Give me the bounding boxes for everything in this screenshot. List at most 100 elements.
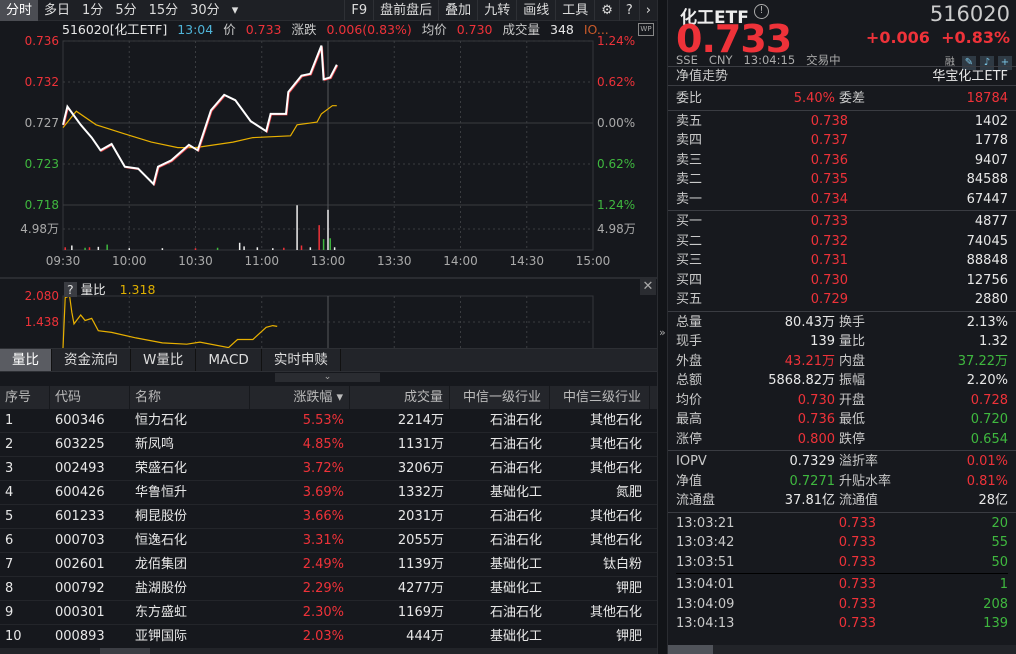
- bid-level[interactable]: 买一 0.733 4877: [668, 212, 1016, 232]
- fund-row-field: IOPV: [676, 454, 707, 469]
- tick-scrollbar[interactable]: [668, 645, 1016, 654]
- more-periods-icon[interactable]: ▾: [231, 2, 239, 18]
- cell-index: 5: [5, 509, 14, 524]
- cell-name: 荣盛石化: [135, 461, 188, 476]
- table-row[interactable]: 6 000703 恒逸石化 3.31% 2055万 石油石化 其他石化: [0, 529, 657, 553]
- cell-volume: 4277万: [397, 581, 444, 596]
- info-vol: 348: [550, 22, 574, 37]
- indicator-tabs: 量比 资金流向 W量比 MACD 实时申赎: [0, 348, 657, 372]
- table-row[interactable]: 5 601233 桐昆股份 3.66% 2031万 石油石化 其他石化: [0, 505, 657, 529]
- cell-index: 9: [5, 605, 14, 620]
- period-tab-1[interactable]: 多日: [44, 2, 71, 18]
- tool-button-0[interactable]: F9: [344, 0, 373, 21]
- tool-button-4[interactable]: 画线: [516, 0, 555, 21]
- table-row[interactable]: 7 002601 龙佰集团 2.49% 1139万 基础化工 钛白粉: [0, 553, 657, 577]
- cell-industry-l1: 石油石化: [489, 437, 542, 452]
- bid-level[interactable]: 买三 0.731 88848: [668, 251, 1016, 271]
- ask-level-volume: 67447: [966, 191, 1008, 207]
- column-header[interactable]: 涨跌幅 ▾: [250, 386, 350, 409]
- cell-industry-l1: 石油石化: [489, 461, 542, 476]
- ask-level-price: 0.735: [810, 172, 848, 187]
- stat-row-field: 80.43万: [784, 314, 835, 330]
- tick-time: 13:03:42: [676, 535, 735, 550]
- help-icon[interactable]: ?: [64, 282, 77, 297]
- period-tab-0[interactable]: 分时: [0, 0, 39, 21]
- tool-button-1[interactable]: 盘前盘后: [373, 0, 438, 21]
- bid-level-volume: 2880: [974, 292, 1008, 307]
- bid-level-price: 0.733: [810, 214, 848, 229]
- column-header[interactable]: 中信三级行业: [550, 386, 650, 409]
- column-header[interactable]: 序号: [0, 386, 50, 409]
- period-tab-4[interactable]: 15分: [148, 2, 179, 18]
- cell-code: 600426: [55, 485, 105, 500]
- ask-level[interactable]: 卖四 0.737 1778: [668, 131, 1016, 151]
- ask-level[interactable]: 卖五 0.738 1402: [668, 112, 1016, 132]
- indicator-tab-1[interactable]: 资金流向: [52, 349, 131, 371]
- nav-trend-row[interactable]: 净值走势 华宝化工ETF: [668, 66, 1016, 86]
- cell-industry-l1: 基础化工: [489, 485, 542, 500]
- bid-level[interactable]: 买五 0.729 2880: [668, 290, 1016, 310]
- bid-level-volume: 4877: [974, 214, 1008, 229]
- wp-icon[interactable]: WP: [638, 23, 654, 36]
- help-icon[interactable]: ?: [618, 0, 639, 21]
- gear-icon[interactable]: ⚙: [594, 0, 619, 21]
- tool-button-5[interactable]: 工具: [555, 0, 594, 21]
- intraday-chart[interactable]: 0.736 1.24% 0.732 0.62% 0.727 0.00% 0.723 0.62%…: [0, 30, 657, 275]
- table-row[interactable]: 10 000893 亚钾国际 2.03% 444万 基础化工 钾肥: [0, 625, 657, 649]
- ask-level[interactable]: 卖三 0.736 9407: [668, 151, 1016, 171]
- column-header[interactable]: 名称: [130, 386, 250, 409]
- table-row[interactable]: 4 600426 华鲁恒升 3.69% 1332万 基础化工 氮肥: [0, 481, 657, 505]
- bid-level[interactable]: 买四 0.730 12756: [668, 271, 1016, 291]
- stat-row-field: 振幅: [839, 373, 866, 388]
- price-shadow-line: [63, 46, 339, 186]
- indicator-tab-2[interactable]: W量比: [131, 349, 197, 371]
- stat-row-field: 最低: [839, 412, 866, 427]
- x-tick: 13:30: [377, 254, 412, 268]
- indicator-tab-4[interactable]: 实时申赎: [262, 349, 341, 371]
- horizontal-scrollbar[interactable]: [0, 648, 657, 654]
- divider: [668, 310, 1016, 312]
- period-tab-5[interactable]: 30分: [190, 2, 220, 18]
- ask-level[interactable]: 卖一 0.734 67447: [668, 190, 1016, 210]
- bid-level-price: 0.730: [810, 272, 848, 288]
- indicator-tab-0[interactable]: 量比: [0, 349, 52, 371]
- column-header[interactable]: 成交量: [350, 386, 450, 409]
- indicator-tab-3[interactable]: MACD: [196, 349, 262, 371]
- last-price: 0.733: [676, 17, 792, 61]
- tick-row: 13:04:01 0.733 1: [668, 575, 1016, 595]
- tick-row: 13:04:13 0.733 139: [668, 614, 1016, 634]
- stat-row-field: 0.720: [970, 412, 1008, 427]
- tool-button-3[interactable]: 九转: [477, 0, 516, 21]
- tool-button-2[interactable]: 叠加: [438, 0, 477, 21]
- indicator-chart[interactable]: 2.080 1.438: [0, 279, 657, 348]
- close-icon[interactable]: ✕: [640, 279, 656, 295]
- collapse-handle[interactable]: ⌄: [275, 373, 380, 382]
- chevron-right-icon[interactable]: ›: [638, 0, 657, 21]
- ask-level-label: 卖二: [676, 172, 703, 187]
- x-tick: 09:30: [46, 254, 81, 268]
- table-row[interactable]: 2 603225 新凤鸣 4.85% 1131万 石油石化 其他石化: [0, 433, 657, 457]
- info-icon[interactable]: !: [754, 4, 769, 19]
- period-toolbar: 分时 多日 1分 5分 15分 30分 ▾ F9 盘前盘后 叠加 九转 画线 工具 ⚙? ›: [0, 0, 657, 21]
- quote-details: 委比 5.40% 委差 18784 卖五 0.738 1402 卖四 0.737 1778 卖三 0.…: [668, 89, 1016, 634]
- scroll-thumb[interactable]: [100, 648, 150, 654]
- expand-icon[interactable]: »: [659, 326, 666, 339]
- market-status: SSE CNY 13:04:15 交易中: [676, 52, 841, 68]
- bid-level[interactable]: 买二 0.732 74045: [668, 232, 1016, 252]
- scroll-thumb[interactable]: [668, 645, 713, 654]
- column-header[interactable]: 中信一级行业: [450, 386, 550, 409]
- table-row[interactable]: 1 600346 恒力石化 5.53% 2214万 石油石化 其他石化: [0, 409, 657, 433]
- period-tab-2[interactable]: 1分: [82, 2, 104, 18]
- fund-row-field: 流通值: [839, 493, 879, 508]
- panel-splitter[interactable]: »: [657, 0, 668, 654]
- table-row[interactable]: 3 002493 荣盛石化 3.72% 3206万 石油石化 其他石化: [0, 457, 657, 481]
- price-change: +0.006 +0.83%: [866, 28, 1010, 47]
- table-row[interactable]: 8 000792 盐湖股份 2.29% 4277万 基础化工 钾肥: [0, 577, 657, 601]
- stat-row-field: 现手: [676, 334, 703, 349]
- table-row[interactable]: 9 000301 东方盛虹 2.30% 1169万 石油石化 其他石化: [0, 601, 657, 625]
- cell-name: 华鲁恒升: [135, 485, 188, 500]
- period-tab-3[interactable]: 5分: [115, 2, 137, 18]
- stat-row-field: 5868.82万: [768, 373, 835, 388]
- column-header[interactable]: 代码: [50, 386, 130, 409]
- ask-level[interactable]: 卖二 0.735 84588: [668, 170, 1016, 190]
